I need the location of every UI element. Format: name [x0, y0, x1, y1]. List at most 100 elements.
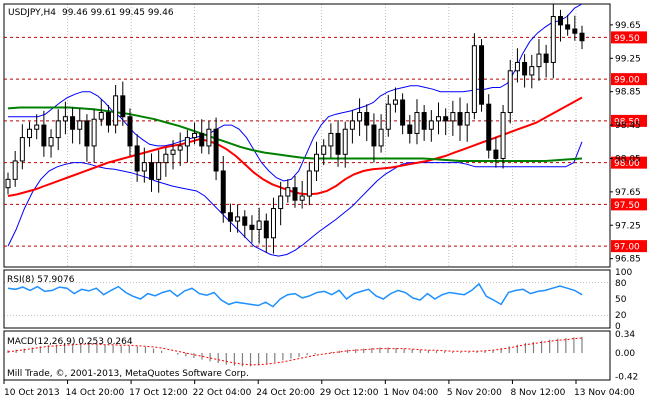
level-label-bg: [611, 73, 647, 86]
candle-body: [292, 187, 298, 201]
candle-body: [314, 153, 320, 172]
candle-body: [120, 95, 126, 118]
candle-body: [486, 103, 492, 151]
candle-body: [227, 212, 233, 222]
x-tick-label: 17 Oct 12:00: [129, 388, 188, 398]
candle-body: [428, 120, 434, 130]
candle-body: [479, 45, 485, 105]
candle-body: [163, 153, 169, 164]
candle-body: [127, 116, 133, 147]
candle-body: [5, 178, 11, 189]
ma-slow-line: [7, 106, 583, 162]
chart-symbol-label: USDJPY,H4 99.46 99.61 99.45 99.46: [8, 8, 174, 18]
candle-body: [170, 149, 176, 155]
candle-body: [514, 61, 520, 72]
candle-body: [199, 132, 205, 147]
candle-body: [493, 149, 499, 159]
x-tick-label: 5 Nov 20:00: [447, 388, 502, 398]
candle-body: [213, 128, 219, 172]
candle-body: [557, 16, 563, 26]
y-tick-label: 99.25: [615, 54, 641, 64]
x-tick-label: 1 Nov 04:00: [383, 388, 438, 398]
candle-body: [70, 116, 76, 130]
candle-body: [529, 66, 535, 76]
candle-body: [471, 45, 477, 114]
candle-body: [536, 53, 542, 68]
candle-body: [357, 112, 363, 122]
candle-body: [385, 103, 391, 130]
candle-body: [263, 220, 269, 239]
y-tick-label: 99.65: [615, 21, 641, 31]
main-panel: [3, 3, 611, 268]
candle-body: [77, 120, 83, 130]
candle-body: [12, 160, 18, 180]
rsi-panel: [3, 269, 611, 329]
level-label-bg: [611, 114, 647, 127]
level-label: 98.00: [614, 159, 640, 169]
level-label: 97.00: [614, 243, 640, 253]
x-tick-label: 13 Nov 04:00: [574, 388, 635, 398]
candle-body: [220, 170, 226, 214]
rsi-line: [7, 282, 583, 308]
rsi-tick-label: 100: [615, 268, 632, 278]
candle-body: [364, 112, 370, 126]
candle-body: [256, 220, 262, 230]
candle-body: [55, 120, 61, 139]
candle-body: [278, 195, 284, 210]
x-tick-label: 29 Oct 12:00: [320, 388, 379, 398]
candle-body: [156, 162, 162, 180]
candle-body: [450, 112, 456, 122]
candle-body: [299, 195, 305, 201]
level-label-bg: [611, 198, 647, 211]
y-tick-label: 97.65: [615, 188, 641, 198]
candle-body: [457, 112, 463, 126]
candle-body: [206, 128, 212, 147]
candle-body: [421, 112, 427, 130]
bollinger-lower-line: [7, 141, 583, 257]
bollinger-upper-line: [8, 3, 583, 182]
candle-body: [270, 208, 276, 239]
macd-tick-label: -0.42: [615, 372, 638, 382]
candle-body: [550, 16, 556, 63]
candle-body: [371, 124, 377, 147]
x-tick-label: 22 Oct 04:00: [193, 388, 252, 398]
level-label-bg: [611, 31, 647, 44]
candle-body: [342, 128, 348, 155]
candle-body: [27, 128, 33, 139]
level-label-bg: [611, 240, 647, 253]
candle-body: [84, 120, 90, 147]
candle-body: [565, 24, 571, 30]
candle-body: [19, 137, 25, 162]
macd-signal-line: [7, 337, 583, 366]
copyright-text: Mill Trade, ©, 2001-2013, MetaQuotes Sof…: [7, 369, 249, 379]
x-tick-label: 14 Oct 20:00: [66, 388, 125, 398]
candle-body: [98, 112, 104, 120]
candle-body: [192, 132, 198, 139]
rsi-tick-label: 0: [615, 322, 621, 332]
candle-body: [543, 53, 549, 63]
macd-tick-label: 0.34: [615, 330, 635, 340]
y-tick-label: 96.85: [615, 255, 641, 265]
candle-body: [507, 70, 513, 114]
candle-body: [443, 116, 449, 122]
x-tick-label: 10 Oct 2013: [4, 388, 60, 398]
level-label: 99.00: [614, 76, 640, 86]
candle-body: [41, 124, 47, 147]
level-label-bg: [611, 156, 647, 169]
candle-body: [134, 145, 140, 172]
candle-body: [500, 112, 506, 159]
x-tick-label: 24 Oct 20:00: [256, 388, 315, 398]
candle-body: [579, 32, 585, 42]
candle-body: [335, 132, 341, 155]
candle-body: [392, 99, 398, 105]
candle-body: [113, 95, 119, 126]
y-tick-label: 97.25: [615, 221, 641, 231]
candle-body: [177, 145, 183, 151]
level-label: 99.50: [614, 34, 640, 44]
level-label: 98.50: [614, 117, 640, 127]
candle-body: [105, 112, 111, 126]
rsi-tick-label: 20: [615, 311, 627, 321]
candle-body: [184, 137, 190, 147]
candle-body: [522, 61, 528, 76]
